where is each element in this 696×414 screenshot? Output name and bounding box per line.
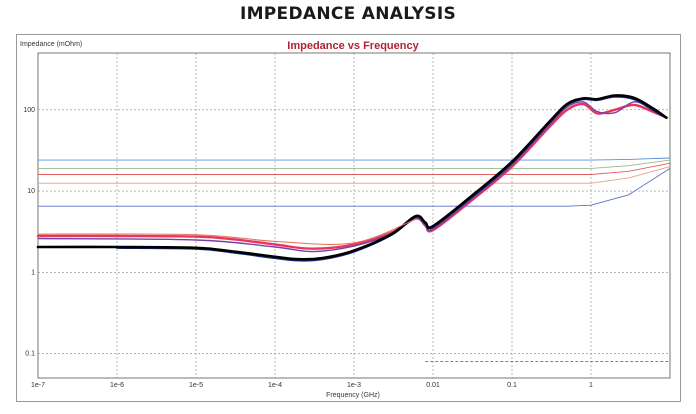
x-tick-label: 1e-6 <box>110 382 124 389</box>
chart-title: Impedance vs Frequency <box>287 40 419 52</box>
chart-panel: Impedance (mOhm) Impedance vs Frequency … <box>16 34 681 402</box>
impedance-curve <box>36 102 668 250</box>
x-tick-label: 1e-3 <box>347 382 361 389</box>
y-tick-label: 1 <box>31 269 35 276</box>
x-tick-label: 1e-4 <box>268 382 282 389</box>
x-axis-label: Frequency (GHz) <box>326 392 380 399</box>
grid <box>37 52 671 379</box>
impedance-curve <box>36 94 668 261</box>
reference-line <box>38 157 671 161</box>
reference-line <box>38 168 671 207</box>
tick-labels: 1e-7 1e-6 1e-5 1e-4 1e-3 0.01 0.1 1 100 10 1 0.1 <box>23 107 593 389</box>
y-tick-label: 100 <box>23 107 35 114</box>
y-axis-label: Impedance (mOhm) <box>20 41 82 48</box>
page-heading: IMPEDANCE ANALYSIS <box>239 4 457 24</box>
x-tick-label: 0.1 <box>507 382 517 389</box>
reference-lines <box>38 157 671 362</box>
x-tick-label: 0.01 <box>426 382 440 389</box>
impedance-curve <box>37 101 668 253</box>
x-tick-label: 1e-5 <box>189 382 203 389</box>
reference-line <box>38 159 671 169</box>
x-tick-label: 1 <box>589 382 593 389</box>
reference-line <box>38 166 671 184</box>
y-tick-label: 10 <box>27 188 35 195</box>
reference-line <box>38 162 671 175</box>
impedance-curve <box>37 218 416 245</box>
series-lines <box>36 94 668 262</box>
impedance-chart: Impedance (mOhm) Impedance vs Frequency … <box>20 40 671 399</box>
y-tick-label: 0.1 <box>25 351 35 358</box>
x-tick-label: 1e-7 <box>31 382 45 389</box>
